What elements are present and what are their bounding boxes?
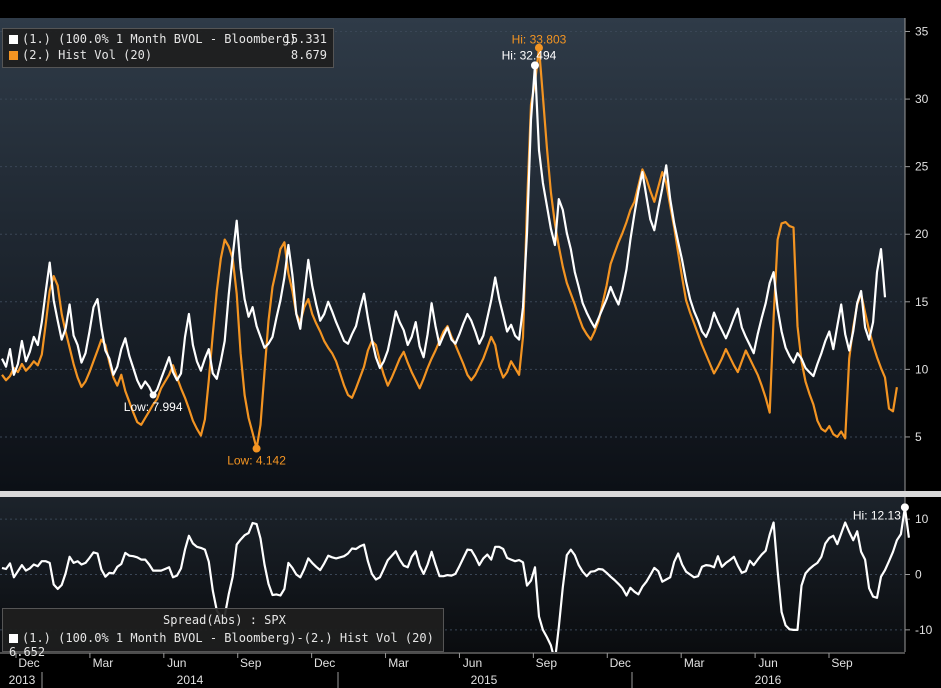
hi-histvol-label: Hi: 33.803 — [512, 33, 567, 47]
hi-bvol-marker — [530, 61, 539, 70]
legend-entry-bvol: (1.) (100.0% 1 Month BVOL - Bloomberg) 1… — [9, 31, 327, 47]
legend-label-spread: (1.) (100.0% 1 Month BVOL - Bloomberg)-(… — [22, 631, 434, 645]
low-bvol-label: Low: 7.994 — [124, 400, 183, 414]
x-tick-label-month: Dec — [18, 656, 39, 670]
x-tick-label-month: Dec — [610, 656, 631, 670]
legend-swatch-orange — [9, 51, 18, 60]
x-tick-label-month: Jun — [167, 656, 186, 670]
y-tick-label-lower: 0 — [915, 568, 922, 582]
spread-title: Spread(Abs) : SPX — [163, 613, 286, 627]
x-tick-label-month: Sep — [831, 656, 853, 670]
legend-entry-histvol: (2.) Hist Vol (20) 8.679 — [9, 47, 327, 63]
legend-swatch-spread — [9, 634, 18, 643]
y-tick-label-lower: 10 — [915, 512, 929, 526]
hi-histvol-marker — [534, 43, 543, 52]
x-tick-label-month: Mar — [684, 656, 705, 670]
x-axis-bg — [0, 652, 941, 688]
upper-panel-bg — [0, 18, 905, 491]
x-tick-label-year: 2016 — [755, 673, 782, 687]
x-tick-label-month: Jun — [463, 656, 482, 670]
series-line-bvol — [1, 64, 887, 397]
x-tick-label-month: Mar — [388, 656, 409, 670]
y-tick-label-upper: 30 — [915, 92, 929, 106]
hi-spread-label: Hi: 12.13 — [853, 508, 901, 522]
x-tick-label-month: Sep — [240, 656, 262, 670]
legend-label-bvol: (1.) (100.0% 1 Month BVOL - Bloomberg) — [22, 32, 297, 46]
y-tick-label-upper: 25 — [915, 160, 929, 174]
x-tick-label-month: Sep — [536, 656, 558, 670]
legend-swatch-white — [9, 35, 18, 44]
lower-legend: Spread(Abs) : SPX (1.) (100.0% 1 Month B… — [2, 608, 444, 659]
series-line-spread — [1, 506, 910, 663]
upper-legend: (1.) (100.0% 1 Month BVOL - Bloomberg) 1… — [2, 28, 334, 68]
y-tick-label-lower: -10 — [915, 623, 933, 637]
low-bvol-marker — [149, 391, 157, 399]
y-tick-label-upper: 15 — [915, 295, 929, 309]
panel-divider — [0, 491, 941, 497]
y-tick-label-upper: 20 — [915, 227, 929, 241]
y-tick-label-upper: 10 — [915, 362, 929, 376]
y-tick-label-upper: 5 — [915, 430, 922, 444]
x-tick-label-month: Jun — [758, 656, 777, 670]
x-tick-label-year: 2015 — [471, 673, 498, 687]
hi-spread-marker — [900, 503, 909, 512]
x-tick-label-month: Dec — [314, 656, 335, 670]
low-histvol-marker — [252, 444, 261, 453]
legend-value-spread: 6.652 — [9, 645, 46, 659]
legend-value-histvol: 8.679 — [290, 48, 327, 62]
x-tick-label-month: Mar — [93, 656, 114, 670]
x-tick-label-year: 2013 — [9, 673, 36, 687]
hi-bvol-label: Hi: 32.494 — [502, 48, 557, 62]
legend-value-bvol: 15.331 — [283, 32, 327, 46]
legend-entry-spread: (1.) (100.0% 1 Month BVOL - Bloomberg)-(… — [9, 631, 443, 659]
legend-label-histvol: (2.) Hist Vol (20) — [22, 48, 153, 62]
y-tick-label-upper: 35 — [915, 25, 929, 39]
low-histvol-label: Low: 4.142 — [227, 454, 286, 468]
x-tick-label-year: 2014 — [177, 673, 204, 687]
